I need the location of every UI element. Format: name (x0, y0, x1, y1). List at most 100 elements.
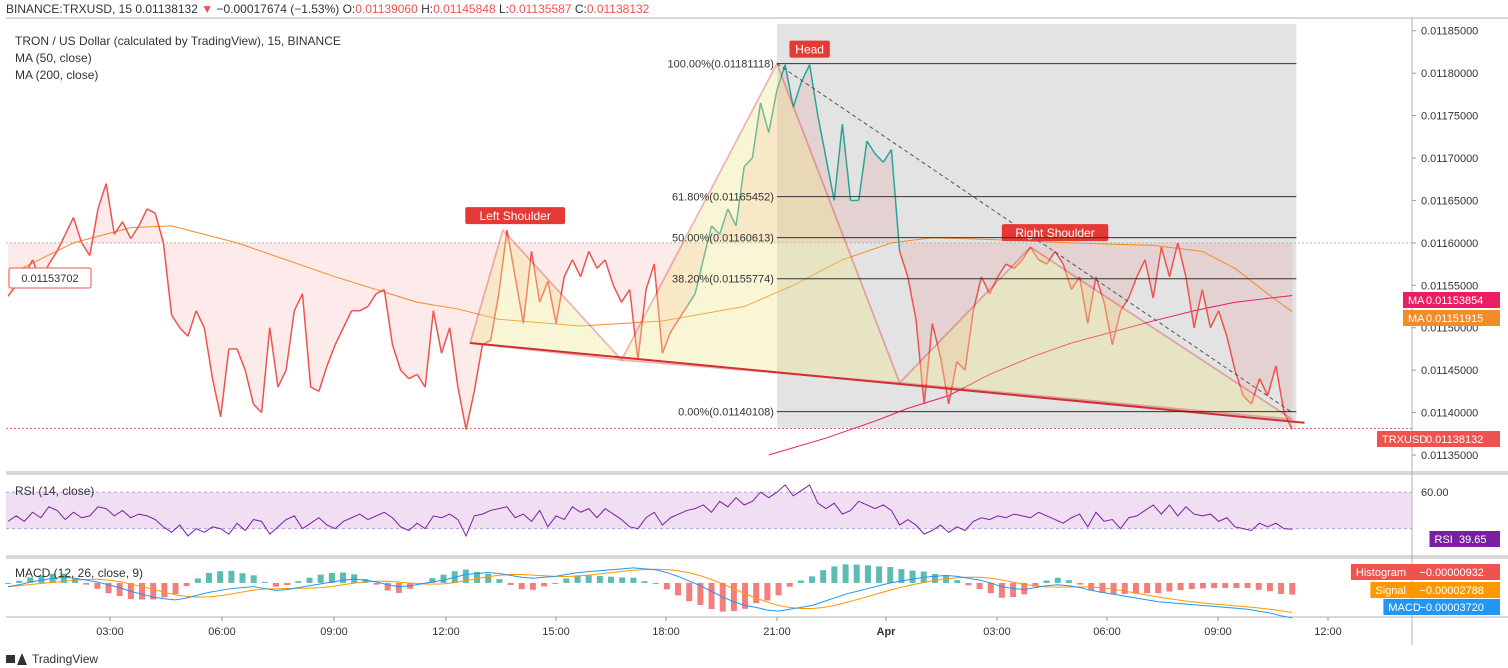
price-segment (678, 306, 688, 320)
macd-histogram-bar (1244, 582, 1251, 589)
price-segment (1242, 395, 1252, 405)
macd-histogram-bar (697, 582, 704, 605)
price-segment (97, 183, 107, 210)
y-tick-label: 0.01135000 (1421, 450, 1478, 462)
macd-histogram-bar (340, 572, 347, 583)
price-segment (1021, 246, 1032, 261)
price-segment (269, 327, 279, 388)
macd-histogram-bar (619, 577, 626, 583)
annotation-label-bg (789, 40, 830, 58)
price-segment (1193, 289, 1204, 328)
price-segment (211, 378, 222, 417)
price-segment (702, 225, 713, 261)
macd-histogram-bar (887, 567, 894, 583)
x-tick-label: Apr (877, 626, 897, 638)
price-segment (972, 276, 983, 311)
price-segment (817, 115, 827, 159)
last-price: 0.01138132 (135, 2, 198, 16)
price-segment (776, 64, 786, 91)
macd-histogram-bar (1255, 582, 1262, 590)
symbol-name: BINANCE:TRXUSD, 15 (6, 2, 133, 16)
macd-histogram-bar (987, 582, 994, 594)
price-segment (1119, 297, 1130, 312)
chart-title: TRON / US Dollar (calculated by TradingV… (15, 34, 341, 48)
price-segment (637, 289, 647, 361)
price-segment (833, 123, 844, 201)
macd-histogram-bar (652, 582, 659, 584)
macd-histogram-bar (608, 576, 615, 583)
price-segment (751, 102, 762, 159)
price-segment (56, 234, 66, 252)
macd-histogram-bar (563, 578, 570, 583)
high-label: H: (421, 2, 434, 16)
price-segment (89, 208, 99, 256)
price-segment (1160, 246, 1171, 278)
price-segment (571, 259, 582, 278)
macd-histogram-bar (261, 581, 268, 583)
price-segment (48, 250, 58, 265)
macd-histogram-bar (753, 582, 760, 604)
macd-histogram-bar (541, 582, 548, 587)
macd-histogram-bar (27, 577, 34, 583)
badge-histogram-bg (1350, 564, 1500, 580)
price-segment (1258, 378, 1269, 396)
macd-histogram-bar (797, 580, 804, 583)
macd-histogram-bar (820, 570, 827, 583)
badge-ma50-prefix: MA (1408, 313, 1425, 325)
x-tick-label: 12:00 (432, 626, 460, 638)
price-segment (318, 365, 328, 392)
macd-histogram-bar (1278, 582, 1285, 594)
macd-histogram-bar (1043, 580, 1050, 583)
tradingview-logo[interactable]: TradingView (6, 652, 98, 666)
symbol-header: BINANCE:TRXUSD, 15 0.01138132 ▼ −0.00017… (6, 2, 649, 16)
price-segment (236, 348, 246, 371)
x-tick-label: 18:00 (652, 626, 680, 638)
price-segment (260, 327, 271, 413)
macd-histogram-bar (1121, 582, 1128, 594)
macd-histogram-bar (306, 577, 313, 583)
y-tick-label: 0.01185000 (1421, 26, 1478, 38)
price-segment (792, 81, 803, 108)
price-segment (424, 310, 435, 388)
macd-histogram-bar (373, 582, 380, 585)
macd-histogram-bar (898, 569, 905, 583)
badge-histogram-value: −0.00000932 (1419, 567, 1484, 579)
macd-histogram-bar (641, 581, 648, 583)
macd-histogram-bar (295, 581, 302, 583)
price-segment (310, 386, 320, 393)
price-segment (1177, 242, 1187, 277)
macd-histogram-bar (976, 582, 983, 590)
macd-histogram-bar (1021, 582, 1028, 595)
macd-histogram-bar (1065, 580, 1072, 583)
badge-ma50-bg (1403, 310, 1500, 326)
macd-histogram-bar (786, 582, 793, 587)
macd-histogram-bar (552, 582, 559, 584)
x-tick-label: 09:00 (320, 626, 348, 638)
macd-histogram-bar (273, 582, 280, 587)
price-segment (980, 276, 991, 295)
badge-price-bg (1377, 431, 1500, 447)
macd-histogram-bar (965, 582, 972, 586)
price-segment (1250, 378, 1261, 405)
price-segment (669, 318, 680, 333)
macd-legend[interactable]: MACD (12, 26, close, 9) (15, 566, 144, 580)
price-segment (563, 259, 574, 278)
price-segment (857, 140, 868, 201)
annotation-right-shoulder: Right Shoulder (1015, 226, 1094, 240)
macd-histogram-bar (94, 582, 101, 589)
rsi-legend[interactable]: RSI (14, close) (15, 484, 95, 498)
ma50-legend[interactable]: MA (50, close) (15, 51, 92, 65)
price-segment (187, 310, 197, 337)
macd-histogram-bar (1032, 582, 1039, 587)
price-segment (448, 327, 459, 388)
x-tick-label: 06:00 (208, 626, 236, 638)
annotation-left-shoulder: Left Shoulder (479, 209, 550, 223)
macd-histogram-bar (574, 575, 581, 583)
ma200-legend[interactable]: MA (200, close) (15, 68, 99, 82)
y-tick-label: 0.01180000 (1421, 68, 1478, 80)
close-value: 0.01138132 (586, 2, 650, 16)
price-segment (825, 157, 835, 201)
macd-histogram-bar (150, 582, 157, 600)
badge-signal-bg (1370, 582, 1500, 598)
